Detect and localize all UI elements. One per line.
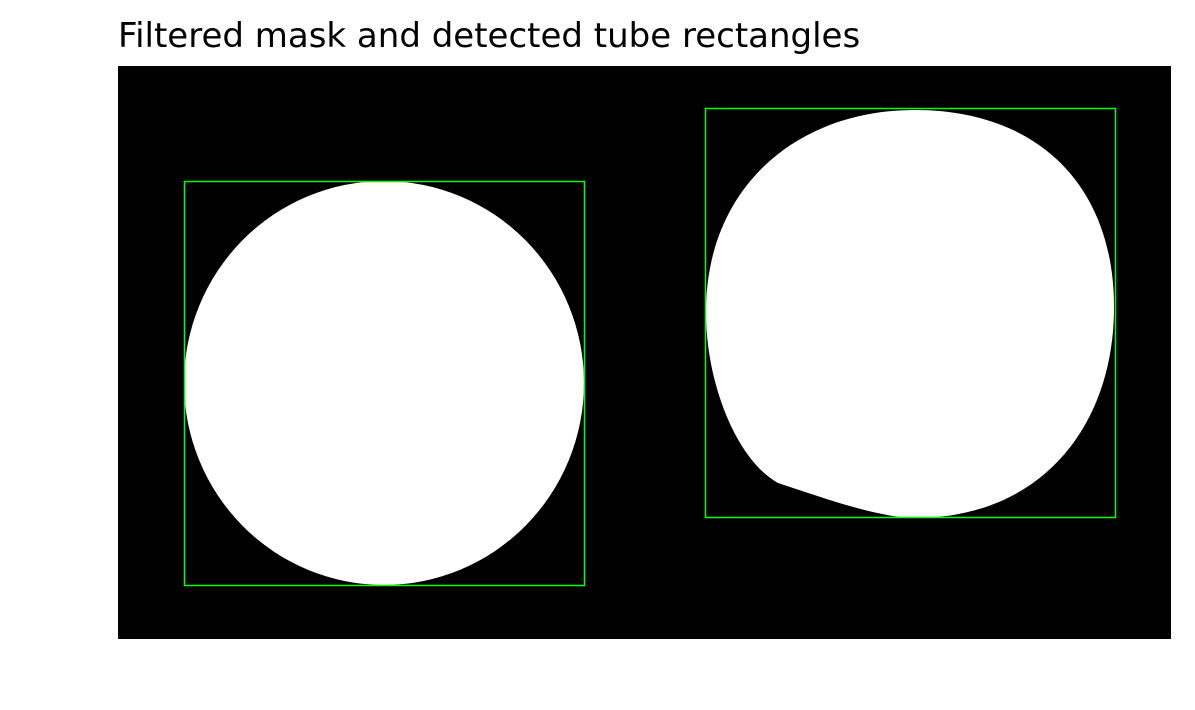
mask-image-svg [118, 66, 1171, 639]
figure-title: Filtered mask and detected tube rectangl… [118, 16, 861, 56]
mask-image [118, 66, 1171, 639]
tube-left [183, 180, 586, 587]
tube-right-blob [706, 110, 1115, 518]
tube-left-blob [184, 181, 584, 585]
tube-right [704, 107, 1117, 519]
tube-left-rectangle [183, 180, 586, 587]
tube-right-rectangle [704, 107, 1117, 519]
